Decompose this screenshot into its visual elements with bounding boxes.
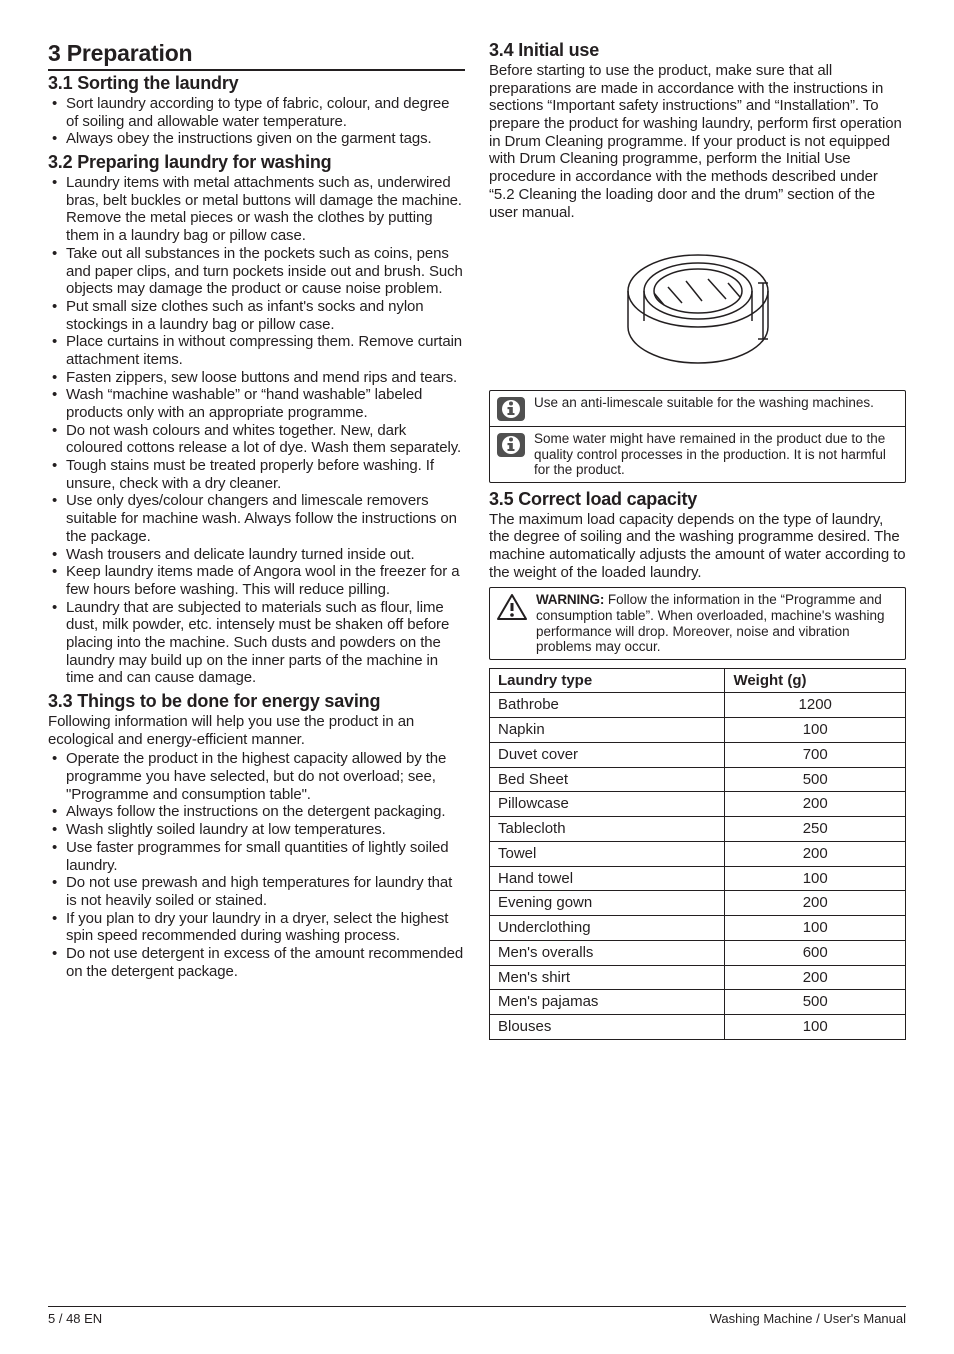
cell-type: Duvet cover — [490, 742, 725, 767]
cell-type: Towel — [490, 841, 725, 866]
heading-3-5: 3.5 Correct load capacity — [489, 489, 906, 510]
cell-weight: 100 — [725, 1015, 906, 1040]
para-3-4: Before starting to use the product, make… — [489, 62, 906, 221]
info-icon — [496, 396, 526, 422]
cell-weight: 100 — [725, 718, 906, 743]
table-row: Bathrobe1200 — [490, 693, 906, 718]
cell-weight: 200 — [725, 891, 906, 916]
cell-type: Men's shirt — [490, 965, 725, 990]
cell-weight: 200 — [725, 965, 906, 990]
warning-text: WARNING: Follow the information in the “… — [536, 592, 899, 654]
list-item: Do not use prewash and high temperatures… — [48, 874, 465, 909]
footer-page: 5 / 48 EN — [48, 1311, 102, 1326]
table-row: Napkin100 — [490, 718, 906, 743]
cell-weight: 500 — [725, 767, 906, 792]
cell-weight: 700 — [725, 742, 906, 767]
list-3-2: Laundry items with metal attachments suc… — [48, 174, 465, 687]
weight-table: Laundry type Weight (g) Bathrobe1200Napk… — [489, 668, 906, 1040]
heading-3-2: 3.2 Preparing laundry for washing — [48, 152, 465, 173]
list-item: Do not wash colours and whites together.… — [48, 422, 465, 457]
list-item: Tough stains must be treated properly be… — [48, 457, 465, 492]
page-content: 3 Preparation 3.1 Sorting the laundry So… — [48, 40, 906, 1040]
table-row: Tablecloth250 — [490, 817, 906, 842]
list-item: Operate the product in the highest capac… — [48, 750, 465, 803]
list-item: Use faster programmes for small quantiti… — [48, 839, 465, 874]
info-text-2: Some water might have remained in the pr… — [534, 431, 899, 478]
list-item: Use only dyes/colour changers and limesc… — [48, 492, 465, 545]
list-item: Laundry that are subjected to materials … — [48, 599, 465, 687]
cell-weight: 600 — [725, 940, 906, 965]
list-item: Always obey the instructions given on th… — [48, 130, 465, 148]
cell-type: Evening gown — [490, 891, 725, 916]
cell-type: Hand towel — [490, 866, 725, 891]
table-row: Evening gown200 — [490, 891, 906, 916]
cell-weight: 500 — [725, 990, 906, 1015]
table-row: Men's shirt200 — [490, 965, 906, 990]
list-3-3: Operate the product in the highest capac… — [48, 750, 465, 980]
list-item: Place curtains in without compressing th… — [48, 333, 465, 368]
right-column: 3.4 Initial use Before starting to use t… — [489, 40, 906, 1040]
table-row: Blouses100 — [490, 1015, 906, 1040]
warning-icon — [496, 593, 528, 621]
cell-type: Blouses — [490, 1015, 725, 1040]
para-3-5: The maximum load capacity depends on the… — [489, 511, 906, 582]
warning-callout: WARNING: Follow the information in the “… — [489, 587, 906, 659]
list-item: Do not use detergent in excess of the am… — [48, 945, 465, 980]
section-3-heading: 3 Preparation — [48, 40, 465, 71]
list-item: If you plan to dry your laundry in a dry… — [48, 910, 465, 945]
warning-lead: WARNING: — [536, 592, 604, 607]
list-item: Laundry items with metal attachments suc… — [48, 174, 465, 245]
cell-type: Bed Sheet — [490, 767, 725, 792]
cell-weight: 200 — [725, 841, 906, 866]
cell-type: Underclothing — [490, 916, 725, 941]
list-item: Wash “machine washable” or “hand washabl… — [48, 386, 465, 421]
table-row: Pillowcase200 — [490, 792, 906, 817]
cell-type: Bathrobe — [490, 693, 725, 718]
drum-illustration — [489, 231, 906, 376]
th-type: Laundry type — [490, 668, 725, 693]
heading-3-1: 3.1 Sorting the laundry — [48, 73, 465, 94]
left-column: 3 Preparation 3.1 Sorting the laundry So… — [48, 40, 465, 1040]
list-item: Sort laundry according to type of fabric… — [48, 95, 465, 130]
cell-type: Men's overalls — [490, 940, 725, 965]
page-footer: 5 / 48 EN Washing Machine / User's Manua… — [48, 1306, 906, 1326]
cell-weight: 250 — [725, 817, 906, 842]
cell-type: Men's pajamas — [490, 990, 725, 1015]
info-callout-1: Use an anti-limescale suitable for the w… — [490, 391, 905, 426]
table-row: Hand towel100 — [490, 866, 906, 891]
table-row: Men's pajamas500 — [490, 990, 906, 1015]
heading-3-3: 3.3 Things to be done for energy saving — [48, 691, 465, 712]
info-text-1: Use an anti-limescale suitable for the w… — [534, 395, 899, 411]
table-row: Bed Sheet500 — [490, 767, 906, 792]
list-item: Wash trousers and delicate laundry turne… — [48, 546, 465, 564]
table-row: Underclothing100 — [490, 916, 906, 941]
cell-weight: 1200 — [725, 693, 906, 718]
info-callout-block: Use an anti-limescale suitable for the w… — [489, 390, 906, 483]
table-row: Duvet cover700 — [490, 742, 906, 767]
cell-weight: 100 — [725, 916, 906, 941]
list-item: Always follow the instructions on the de… — [48, 803, 465, 821]
cell-type: Napkin — [490, 718, 725, 743]
table-row: Towel200 — [490, 841, 906, 866]
cell-type: Tablecloth — [490, 817, 725, 842]
list-item: Take out all substances in the pockets s… — [48, 245, 465, 298]
info-icon — [496, 432, 526, 458]
footer-title: Washing Machine / User's Manual — [710, 1311, 906, 1326]
table-row: Men's overalls600 — [490, 940, 906, 965]
list-item: Put small size clothes such as infant's … — [48, 298, 465, 333]
cell-weight: 100 — [725, 866, 906, 891]
list-item: Fasten zippers, sew loose buttons and me… — [48, 369, 465, 387]
list-item: Wash slightly soiled laundry at low temp… — [48, 821, 465, 839]
cell-type: Pillowcase — [490, 792, 725, 817]
list-3-1: Sort laundry according to type of fabric… — [48, 95, 465, 148]
cell-weight: 200 — [725, 792, 906, 817]
th-weight: Weight (g) — [725, 668, 906, 693]
heading-3-4: 3.4 Initial use — [489, 40, 906, 61]
info-callout-2: Some water might have remained in the pr… — [490, 426, 905, 482]
intro-3-3: Following information will help you use … — [48, 713, 465, 748]
list-item: Keep laundry items made of Angora wool i… — [48, 563, 465, 598]
